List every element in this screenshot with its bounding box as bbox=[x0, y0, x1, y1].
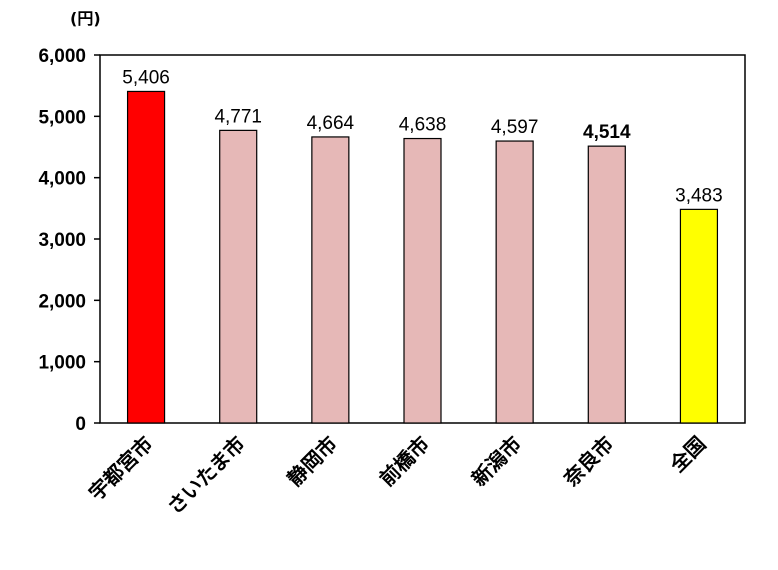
bar bbox=[219, 129, 258, 424]
bar-value-label: 4,664 bbox=[307, 113, 355, 134]
y-tick-label: 2,000 bbox=[38, 291, 86, 312]
bar-value-label: 5,406 bbox=[122, 67, 170, 88]
x-category-label: 新潟市 bbox=[467, 432, 526, 491]
x-category-label: 宇都宮市 bbox=[84, 432, 158, 506]
x-category-label: 静岡市 bbox=[282, 432, 341, 491]
x-category-label: さいたま市 bbox=[162, 432, 249, 519]
bar bbox=[587, 145, 626, 424]
bar bbox=[679, 208, 719, 424]
bar bbox=[403, 137, 442, 424]
y-tick-label: 1,000 bbox=[38, 353, 86, 374]
bar bbox=[126, 90, 166, 424]
x-category-label: 奈良市 bbox=[558, 432, 618, 492]
x-category-label: 前橋市 bbox=[375, 432, 434, 491]
bar-value-label: 3,483 bbox=[675, 185, 723, 206]
data-labels: 5,406 4,771 4,664 4,638 4,597 4,514 3,483 bbox=[122, 67, 722, 206]
x-category-label: 全国 bbox=[665, 432, 711, 478]
bars bbox=[126, 90, 719, 424]
y-tick-label: 3,000 bbox=[38, 230, 86, 251]
y-tick-label: 0 bbox=[75, 414, 86, 435]
y-axis-unit-label: (円) bbox=[70, 9, 101, 28]
y-tick-label: 5,000 bbox=[38, 107, 86, 128]
y-tick-label: 4,000 bbox=[38, 169, 86, 190]
bar-value-label: 4,514 bbox=[583, 122, 631, 143]
bar-value-label: 4,597 bbox=[491, 117, 539, 138]
y-axis-ticks: 0 1,000 2,000 3,000 4,000 5,000 6,000 bbox=[38, 46, 100, 435]
bar-value-label: 4,638 bbox=[399, 115, 447, 136]
bar-value-label: 4,771 bbox=[214, 106, 262, 127]
category-labels: 宇都宮市 さいたま市 静岡市 前橋市 新潟市 奈良市 全国 bbox=[84, 432, 710, 519]
y-tick-label: 6,000 bbox=[38, 46, 86, 67]
bar bbox=[495, 140, 534, 424]
bar bbox=[311, 136, 350, 424]
